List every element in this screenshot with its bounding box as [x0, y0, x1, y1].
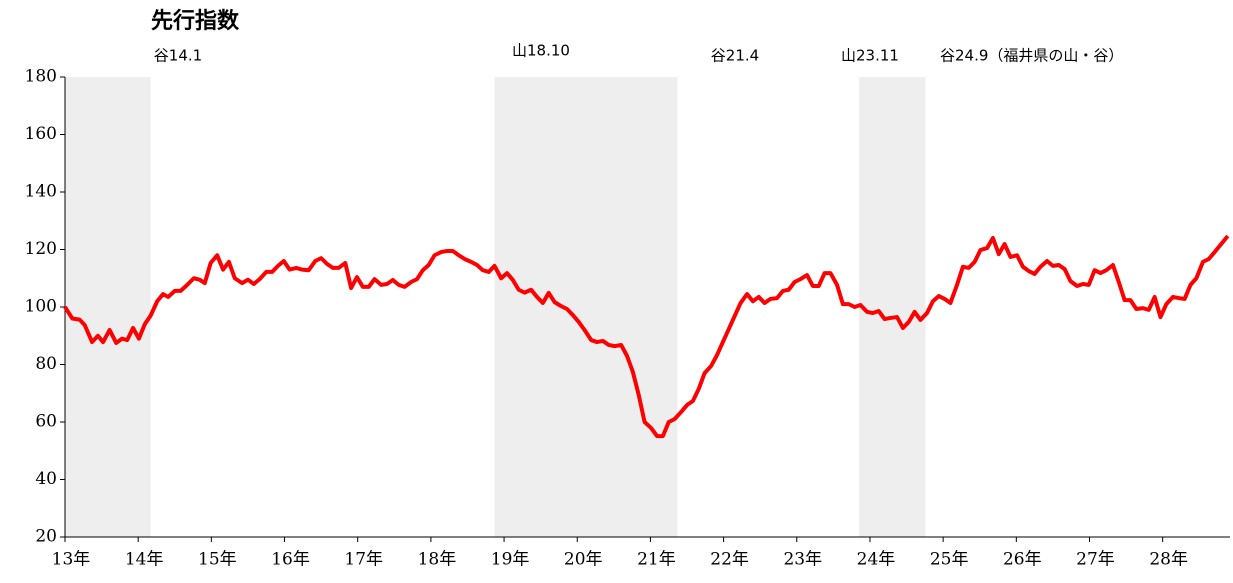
x-tick-label: 14年 — [125, 550, 164, 570]
shaded-period — [858, 77, 926, 537]
x-tick-label: 21年 — [637, 550, 676, 570]
x-tick-label: 13年 — [52, 550, 91, 570]
x-tick-label: 15年 — [198, 550, 237, 570]
x-tick-label: 19年 — [491, 550, 530, 570]
x-tick-label: 16年 — [271, 550, 310, 570]
x-tick-label: 27年 — [1076, 550, 1115, 570]
y-tick-label: 80 — [35, 354, 57, 374]
x-tick-label: 26年 — [1003, 550, 1042, 570]
y-tick-label: 60 — [35, 412, 57, 432]
x-tick-label: 18年 — [418, 550, 457, 570]
x-tick-label: 20年 — [564, 550, 603, 570]
y-tick-label: 20 — [35, 527, 57, 547]
y-tick-label: 180 — [25, 67, 57, 87]
x-tick-label: 24年 — [857, 550, 896, 570]
shaded-period — [65, 77, 151, 537]
x-tick-label: 25年 — [930, 550, 969, 570]
chart-title: 先行指数 — [151, 8, 240, 34]
x-tick-label: 22年 — [710, 550, 749, 570]
annotation: 山23.11 — [841, 47, 899, 65]
y-tick-label: 40 — [35, 469, 57, 489]
x-tick-label: 17年 — [344, 550, 383, 570]
data-line — [63, 234, 1230, 439]
annotation: 山18.10 — [512, 42, 570, 60]
annotation: 谷14.1 — [154, 47, 202, 65]
y-tick-label: 100 — [25, 297, 57, 317]
y-tick-label: 140 — [25, 182, 57, 202]
annotation: 谷24.9（福井県の山・谷） — [940, 47, 1123, 65]
annotation: 谷21.4 — [711, 47, 759, 65]
shaded-periods — [65, 77, 926, 537]
y-tick-label: 160 — [25, 124, 57, 144]
x-tick-label: 28年 — [1149, 550, 1188, 570]
x-tick-label: 23年 — [783, 550, 822, 570]
shaded-period — [494, 77, 678, 537]
y-tick-label: 120 — [25, 239, 57, 259]
